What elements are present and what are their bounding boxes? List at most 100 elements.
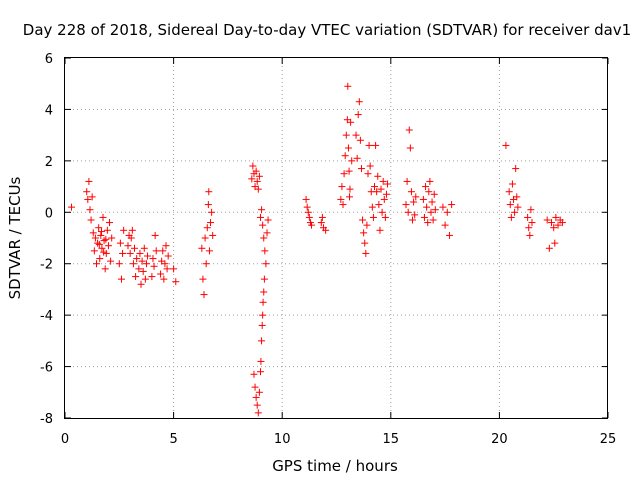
data-point (303, 203, 311, 211)
data-point (264, 216, 272, 224)
data-point (172, 278, 180, 286)
data-point (201, 234, 209, 242)
data-point (353, 154, 361, 162)
data-point (508, 180, 516, 188)
data-point (258, 321, 266, 329)
x-tick-label: 0 (61, 432, 69, 447)
data-point (208, 208, 216, 216)
data-point (127, 234, 135, 242)
data-point (369, 213, 377, 221)
data-point (85, 177, 93, 185)
data-point (445, 231, 453, 239)
data-point (257, 357, 265, 365)
data-point (346, 193, 354, 201)
data-point (95, 224, 103, 232)
data-point (129, 260, 137, 268)
data-point (97, 228, 105, 236)
data-point (199, 275, 207, 283)
data-point (348, 157, 356, 165)
data-point (527, 206, 535, 214)
data-point (422, 183, 430, 191)
y-tick-label: 2 (45, 155, 53, 170)
data-point (100, 237, 108, 245)
data-point (304, 208, 312, 216)
data-point (543, 216, 551, 224)
data-point (511, 208, 519, 216)
chart-title: Day 228 of 2018, Sidereal Day-to-day VTE… (23, 21, 631, 39)
data-point (148, 273, 156, 281)
data-point (363, 221, 371, 229)
data-point (159, 247, 167, 255)
data-point (116, 239, 124, 247)
data-point (152, 247, 160, 255)
data-point (360, 229, 368, 237)
data-point (253, 177, 261, 185)
data-point (139, 267, 147, 275)
data-point (513, 193, 521, 201)
data-point (86, 206, 94, 214)
data-point (249, 162, 257, 170)
y-axis-label: SDTVAR / TECUs (6, 176, 24, 299)
data-point (368, 203, 376, 211)
data-point (100, 248, 108, 256)
data-point (356, 136, 364, 144)
data-point (251, 383, 259, 391)
data-point (141, 275, 149, 283)
y-tick-label: -8 (40, 412, 53, 427)
data-point (256, 213, 264, 221)
data-point (252, 393, 260, 401)
data-point (99, 213, 107, 221)
x-tick-label: 25 (600, 432, 617, 447)
data-point (420, 213, 428, 221)
data-point (89, 229, 97, 237)
data-point (260, 275, 268, 283)
data-point (117, 275, 125, 283)
data-point (254, 185, 262, 193)
data-point (341, 152, 349, 160)
data-point (552, 213, 560, 221)
data-point (162, 242, 170, 250)
data-point (115, 260, 123, 268)
data-point (412, 193, 420, 201)
data-point (443, 208, 451, 216)
data-point (90, 247, 98, 255)
data-point (429, 216, 437, 224)
data-point (372, 141, 380, 149)
data-point (200, 291, 208, 299)
data-point (405, 126, 413, 134)
data-point (425, 188, 433, 196)
data-point (102, 235, 110, 243)
data-point (364, 170, 372, 178)
data-point (528, 219, 536, 227)
data-point (107, 257, 115, 265)
data-point (157, 270, 165, 278)
data-point (308, 221, 316, 229)
data-point (419, 195, 427, 203)
data-point (441, 221, 449, 229)
data-point (133, 255, 141, 263)
data-point (359, 216, 367, 224)
data-point (98, 244, 106, 252)
data-point (355, 98, 363, 106)
data-point (261, 247, 269, 255)
data-point (128, 226, 136, 234)
data-point (344, 82, 352, 90)
data-point (423, 203, 431, 211)
data-point (403, 177, 411, 185)
data-point (381, 213, 389, 221)
data-point (259, 298, 267, 306)
data-point (378, 208, 386, 216)
data-point (407, 188, 415, 196)
data-point (318, 213, 326, 221)
data-point (548, 219, 556, 227)
data-point (132, 273, 140, 281)
data-point (94, 239, 102, 247)
data-point (362, 249, 370, 257)
data-point (255, 172, 263, 180)
data-point (260, 288, 268, 296)
data-point (439, 203, 447, 211)
data-point (371, 183, 379, 191)
data-point (258, 337, 266, 345)
